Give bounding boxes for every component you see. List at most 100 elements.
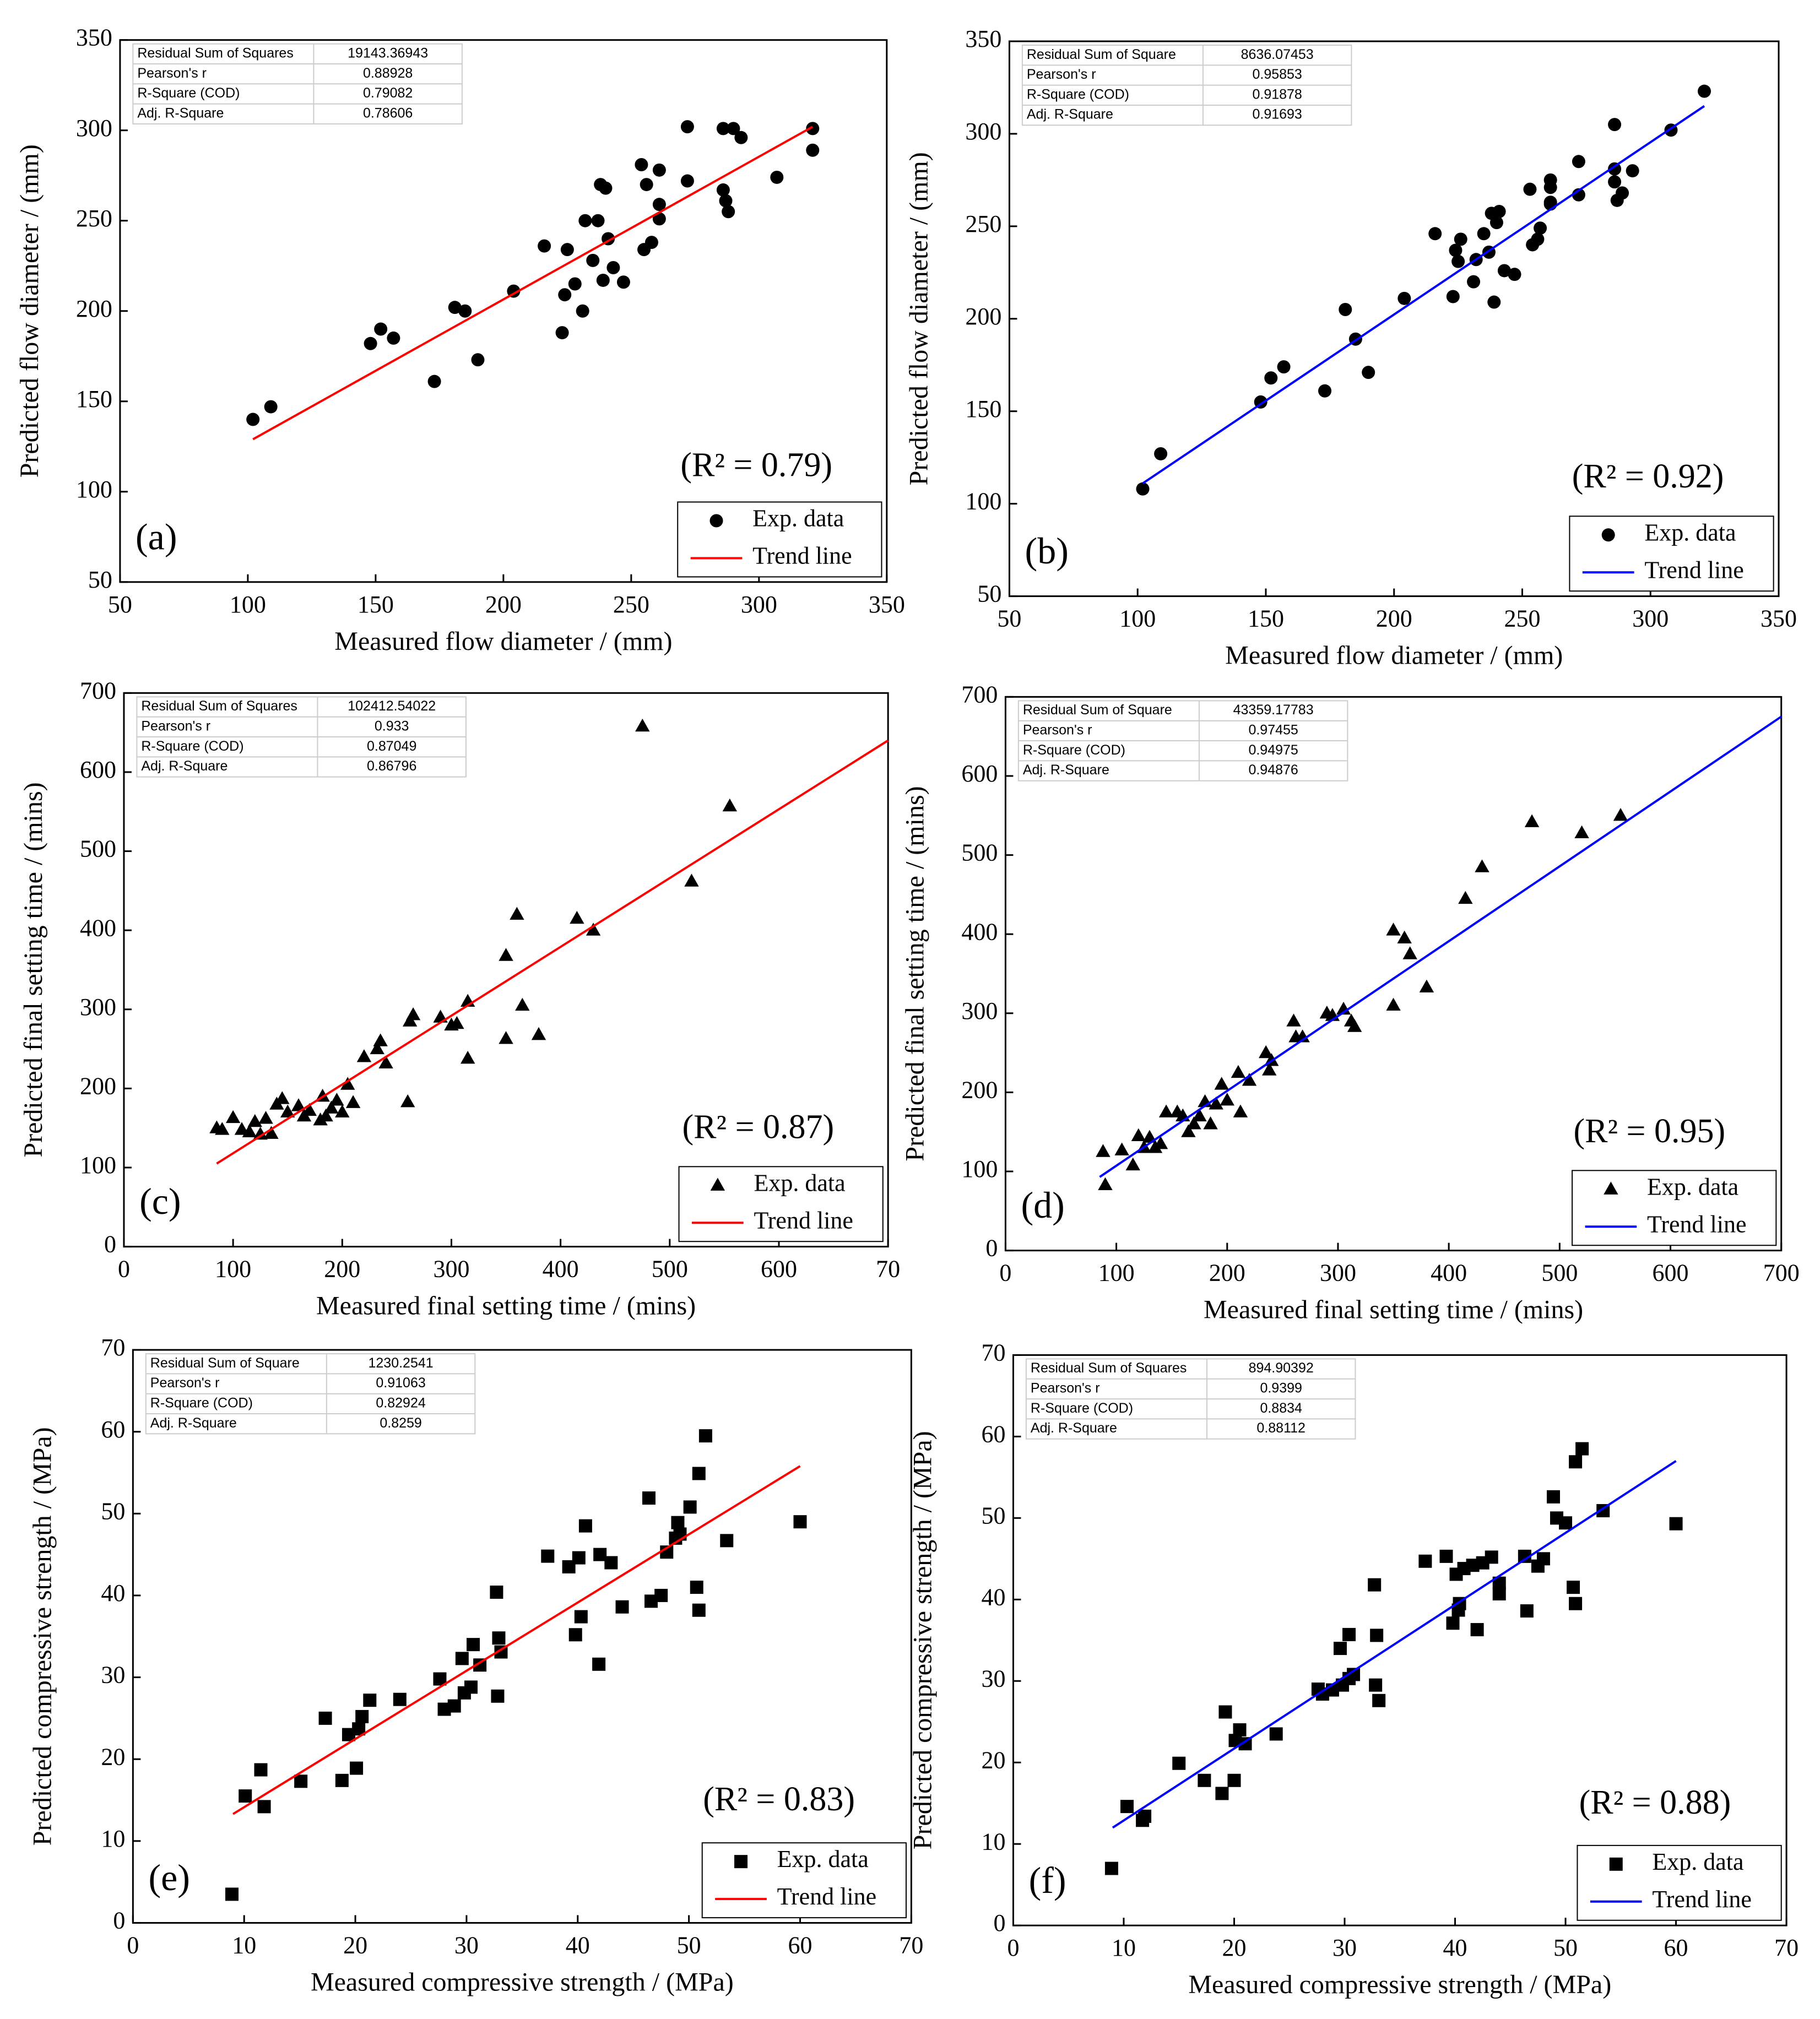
data-point [1523,182,1537,196]
y-tick-label: 200 [80,1072,116,1099]
panel-label: (b) [1025,530,1069,572]
y-tick-label: 300 [80,994,116,1021]
y-tick-label: 200 [965,303,1001,330]
legend-swatch [1609,1857,1623,1871]
legend-label: Trend line [754,1207,853,1234]
data-point [356,1049,372,1062]
data-point [1264,371,1278,385]
data-point [1386,922,1401,936]
stats-value: 8636.07453 [1241,47,1314,62]
data-point [1451,254,1465,268]
x-tick-label: 40 [566,1932,590,1959]
stats-label: R-Square (COD) [141,739,243,754]
x-axis-title: Measured final setting time / (mins) [1204,1295,1583,1325]
plot-frame [1004,696,1783,1252]
data-point [692,1603,706,1617]
legend-label: Exp. data [1647,1173,1738,1200]
data-point [1531,232,1545,246]
data-point [254,1763,268,1777]
data-point [654,1588,668,1602]
y-axis-title: Predicted flow diameter / (mm) [904,152,933,485]
data-point [1214,1077,1229,1090]
y-tick-label: 0 [985,1235,998,1262]
data-point [1158,1104,1174,1117]
data-point [572,1551,586,1565]
x-tick-label: 0 [999,1260,1011,1287]
stats-label: Adj. R-Square [1023,762,1109,778]
data-point [806,122,820,135]
data-point [405,1007,421,1021]
data-point [246,413,260,426]
data-point [1333,1642,1347,1656]
data-point [335,1104,350,1118]
legend-label: Trend line [1647,1211,1747,1238]
data-point [531,1027,546,1040]
x-tick-label: 30 [1332,1934,1357,1961]
stats-value: 0.94975 [1248,742,1298,758]
data-point [515,997,530,1011]
data-point [449,1016,464,1029]
data-point [1262,1062,1277,1076]
legend-label: Exp. data [1652,1848,1743,1875]
trend-line [232,1465,801,1815]
stats-label: Pearson's r [150,1375,220,1391]
data-point [464,1680,478,1694]
data-point [239,1789,252,1803]
data-point [716,122,730,135]
y-tick-label: 100 [961,1155,998,1182]
y-tick-label: 50 [981,1502,1005,1529]
data-point [373,1033,388,1046]
y-tick-label: 30 [981,1665,1005,1692]
data-point [225,1110,241,1124]
y-tick-label: 600 [961,760,998,787]
stats-label: R-Square (COD) [1023,742,1125,758]
x-tick-label: 50 [997,605,1021,632]
x-tick-label: 500 [652,1256,688,1283]
x-tick-label: 250 [1504,605,1540,632]
data-point [387,331,400,345]
panel-label: (d) [1021,1184,1065,1226]
data-point [1559,1516,1573,1530]
data-point [1616,186,1629,200]
y-tick-label: 50 [88,566,112,593]
data-point [1397,930,1412,943]
x-axis-title: Measured final setting time / (mins) [316,1291,696,1321]
data-point [1096,1144,1111,1157]
legend-label: Exp. data [1644,519,1736,546]
data-point [510,907,524,920]
data-point [1419,979,1434,993]
stats-value: 0.8259 [380,1415,421,1431]
stats-label: Residual Sum of Squares [137,45,293,61]
data-point [578,1519,592,1533]
data-point [258,1111,273,1124]
stats-value: 1230.2541 [368,1355,433,1371]
plot-frame [1012,1354,1788,1926]
data-point [576,304,589,318]
stats-value: 0.82924 [376,1395,425,1410]
y-tick-label: 300 [961,997,998,1024]
y-tick-label: 10 [981,1828,1005,1855]
data-point [1142,1130,1157,1143]
trend-line [1142,105,1705,485]
x-tick-label: 50 [108,591,132,618]
chart-panel: 50 100 150 200 250 300 350 50 100 150 200 250 300 350… [904,25,1797,670]
legend-swatch [709,514,723,528]
stats-value: 0.78606 [363,105,413,121]
legend-label: Trend line [752,542,852,569]
plot-frame [132,1349,912,1924]
data-point [1104,1861,1118,1875]
data-point [1370,1629,1384,1642]
data-point [1136,482,1150,496]
data-point [1543,181,1557,194]
data-point [302,1103,317,1116]
data-point [427,375,441,388]
y-tick-label: 600 [80,756,116,783]
x-tick-label: 70 [1774,1934,1799,1961]
stats-value: 894.90392 [1249,1360,1314,1376]
data-point [683,1500,697,1514]
data-point [1574,825,1589,838]
data-point [560,243,574,257]
y-tick-label: 70 [101,1334,125,1361]
y-tick-label: 30 [101,1662,125,1689]
data-point [558,288,572,302]
